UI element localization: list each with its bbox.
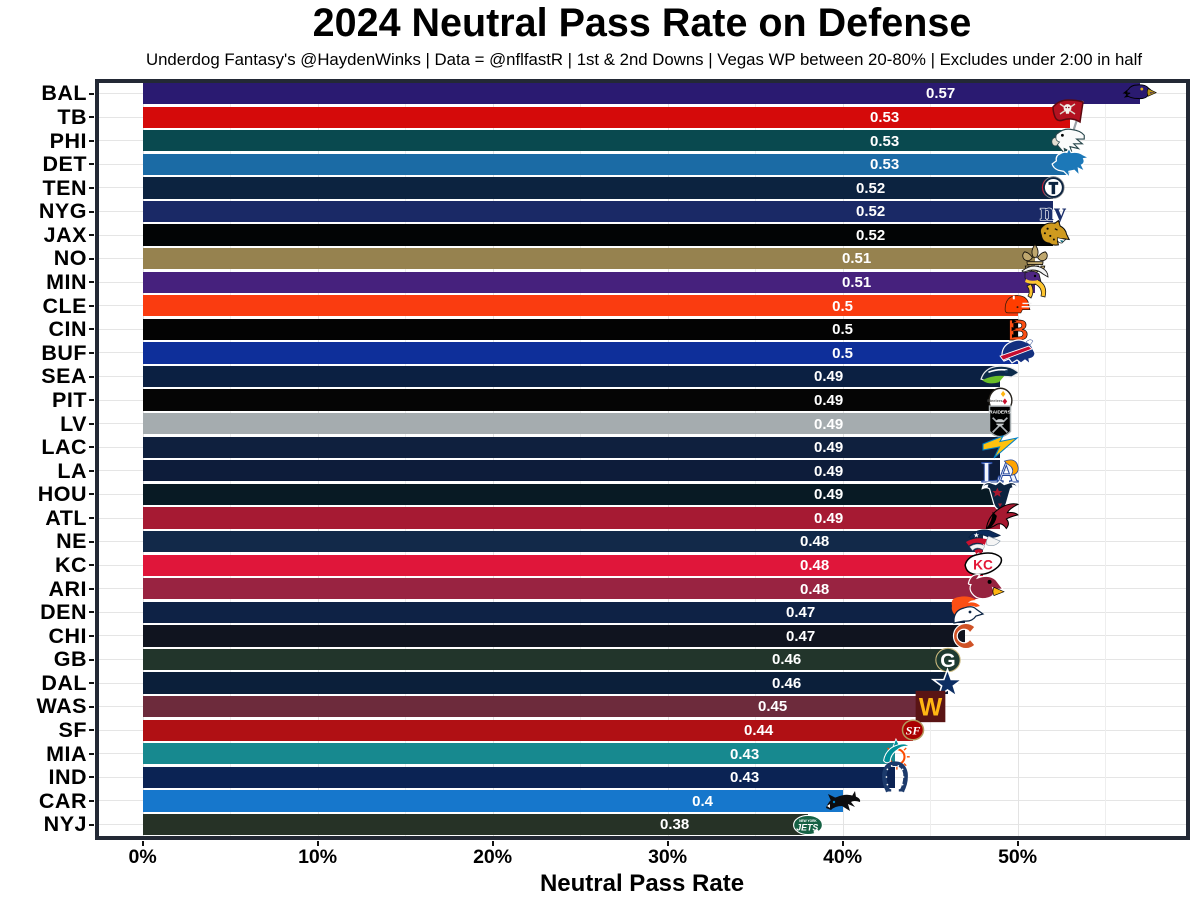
svg-text:ny: ny (1039, 199, 1066, 226)
svg-text:NEW YORK: NEW YORK (799, 819, 817, 823)
svg-text:W: W (918, 695, 942, 722)
svg-text:Steelers: Steelers (987, 398, 1003, 403)
svg-text:RAIDERS: RAIDERS (989, 409, 1011, 415)
svg-text:L: L (981, 457, 1001, 489)
svg-text:JETS: JETS (796, 822, 818, 832)
svg-text:SF: SF (905, 724, 920, 738)
svg-text:KC: KC (973, 558, 993, 573)
svg-text:G: G (940, 650, 955, 672)
